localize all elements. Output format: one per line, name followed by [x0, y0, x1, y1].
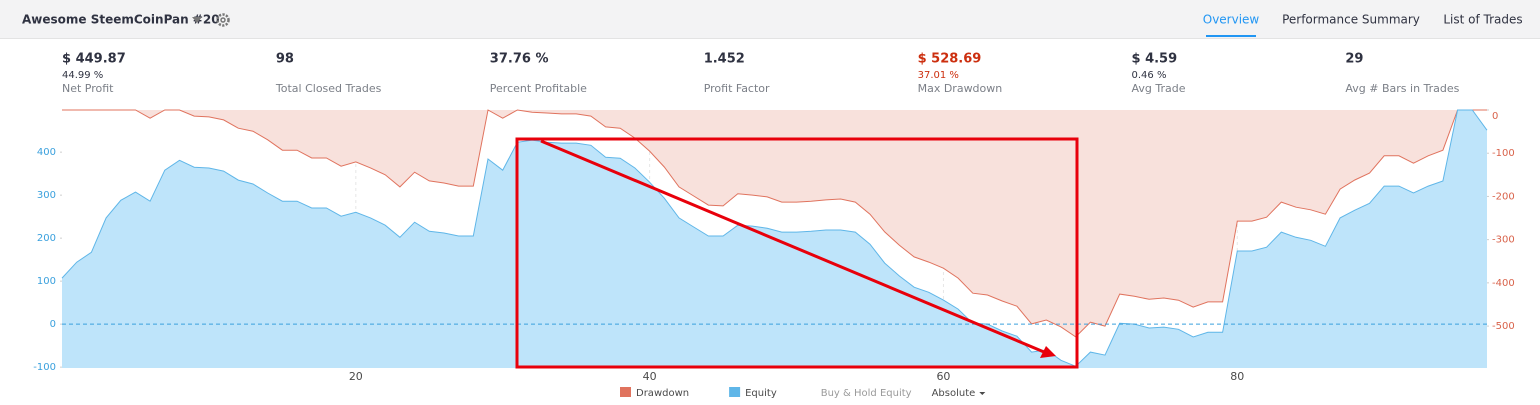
header-border — [0, 38, 1540, 39]
active-tab-underline — [1206, 35, 1256, 37]
dropdown-arrow[interactable] — [192, 17, 202, 23]
y2-tick-label: -300 — [1492, 235, 1515, 246]
y-tick-label: 400 — [37, 147, 56, 158]
x-tick-label: 80 — [1230, 370, 1244, 383]
scale-mode[interactable]: Absolute — [932, 388, 976, 399]
highlight-box — [515, 137, 1079, 369]
metric-value: 29 — [1345, 52, 1363, 67]
x-tick-label: 20 — [349, 370, 363, 383]
metric-value: $ 449.87 — [62, 52, 126, 67]
tab-list-of-trades[interactable]: List of Trades — [1443, 13, 1522, 27]
header-bar — [0, 0, 1540, 38]
x-tick-label: 40 — [643, 370, 657, 383]
legend-label: Equity — [745, 388, 777, 399]
metric-value: 1.452 — [704, 52, 745, 67]
legend-swatch — [729, 387, 741, 397]
metric-label: Total Closed Trades — [275, 82, 382, 95]
y-tick-label: 300 — [37, 190, 56, 201]
metric-value: 37.76 % — [490, 52, 549, 67]
metric-label: Avg Trade — [1132, 82, 1186, 95]
y2-tick-label: 0 — [1492, 111, 1498, 122]
metrics: $ 449.87 44.99 %Net Profit 98 Total Closed … — [62, 52, 1460, 96]
trend-arrow — [540, 139, 1045, 354]
annotation — [515, 137, 1079, 369]
metric-value: $ 4.59 — [1132, 52, 1178, 67]
metric-sub: 0.46 % — [1132, 70, 1167, 81]
y-tick-label: 100 — [37, 276, 56, 287]
series-area — [62, 110, 1487, 337]
metric-sub: 37.01 % — [918, 70, 959, 81]
y-tick-label: 200 — [37, 233, 56, 244]
metric-value: $ 528.69 — [918, 52, 982, 67]
metric-label: Profit Factor — [704, 82, 770, 95]
equity-chart: 20 40 60 80 -100 0 100 200 300 400 -500 -400 -300 -20… — [33, 109, 1515, 399]
strategy-title[interactable]: Awesome SteemCoinPan #20 — [22, 13, 220, 27]
legend-swatch — [620, 387, 631, 397]
y2-tick-label: -400 — [1492, 278, 1515, 289]
y2-tick-label: -200 — [1492, 191, 1515, 202]
metric-value: 98 — [276, 52, 294, 67]
scale-mode-arrow — [979, 392, 986, 395]
tab-performance-summary[interactable]: Performance Summary — [1282, 13, 1420, 27]
y-tick-label: -100 — [33, 362, 56, 373]
metric-label: Max Drawdown — [918, 82, 1003, 95]
legend-label-disabled: Buy & Hold Equity — [821, 388, 912, 399]
settings-icon[interactable] — [216, 13, 230, 27]
y-tick-label: 0 — [50, 319, 56, 330]
metric-label: Percent Profitable — [490, 82, 587, 95]
tab-overview[interactable]: Overview — [1203, 13, 1260, 27]
y2-tick-label: -100 — [1492, 148, 1515, 159]
legend-label: Drawdown — [636, 388, 689, 399]
series-line — [61, 109, 1488, 367]
x-tick-label: 60 — [936, 370, 950, 383]
arrow-head — [1040, 346, 1056, 358]
metric-label: Avg # Bars in Trades — [1345, 82, 1459, 95]
y2-tick-label: -500 — [1492, 321, 1515, 332]
metric-sub: 44.99 % — [62, 70, 103, 81]
series-line — [62, 109, 1487, 338]
metric-label: Net Profit — [62, 82, 114, 95]
